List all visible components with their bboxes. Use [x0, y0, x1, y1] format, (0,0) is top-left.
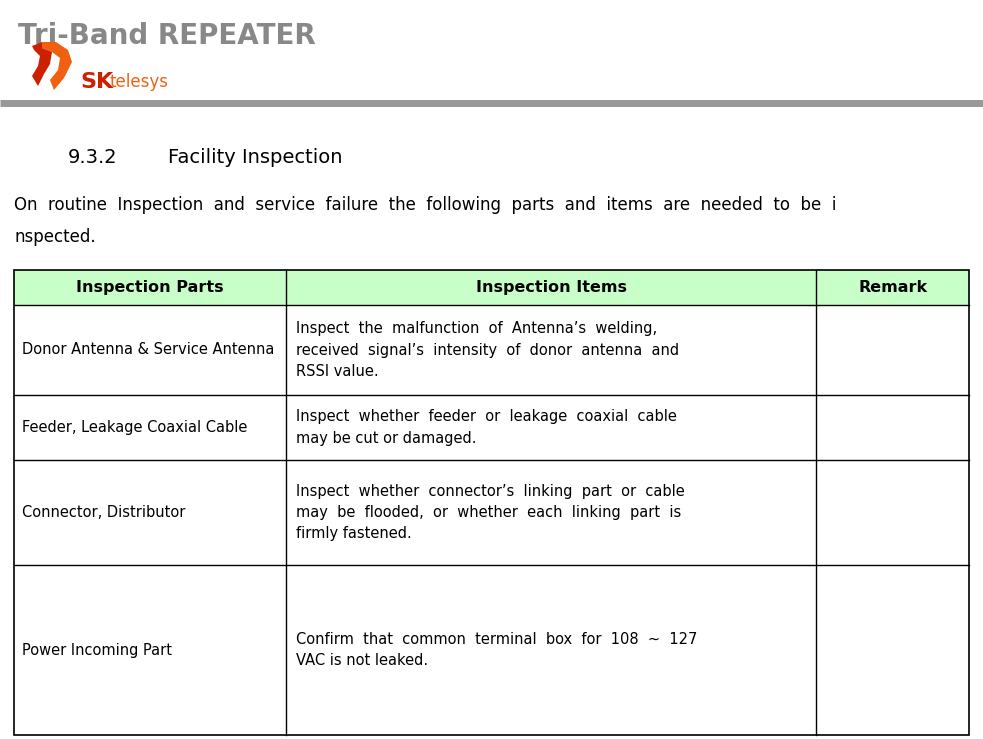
- Text: Tri-Band REPEATER: Tri-Band REPEATER: [18, 22, 316, 50]
- Text: Power Incoming Part: Power Incoming Part: [22, 642, 172, 658]
- Bar: [14, 270, 969, 735]
- Text: Connector, Distributor: Connector, Distributor: [22, 505, 186, 520]
- Text: Inspection Parts: Inspection Parts: [77, 280, 224, 295]
- Text: Inspect  the  malfunction  of  Antenna’s  welding,
received  signal’s  intensity: Inspect the malfunction of Antenna’s wel…: [296, 321, 679, 378]
- Text: Feeder, Leakage Coaxial Cable: Feeder, Leakage Coaxial Cable: [22, 420, 248, 435]
- Text: Remark: Remark: [858, 280, 927, 295]
- Text: SK: SK: [80, 72, 113, 92]
- Text: Inspect  whether  feeder  or  leakage  coaxial  cable
may be cut or damaged.: Inspect whether feeder or leakage coaxia…: [296, 409, 677, 446]
- Text: Facility Inspection: Facility Inspection: [168, 148, 342, 167]
- Text: On  routine  Inspection  and  service  failure  the  following  parts  and  item: On routine Inspection and service failur…: [14, 196, 837, 214]
- Text: Donor Antenna & Service Antenna: Donor Antenna & Service Antenna: [22, 342, 274, 358]
- Polygon shape: [32, 42, 52, 86]
- Text: Confirm  that  common  terminal  box  for  108  ~  127
VAC is not leaked.: Confirm that common terminal box for 108…: [296, 632, 698, 668]
- Text: nspected.: nspected.: [14, 228, 95, 246]
- Text: 9.3.2: 9.3.2: [68, 148, 118, 167]
- Text: Inspection Items: Inspection Items: [476, 280, 627, 295]
- Bar: [14, 270, 969, 305]
- Text: telesys: telesys: [110, 73, 169, 91]
- Polygon shape: [42, 42, 72, 90]
- Text: Inspect  whether  connector’s  linking  part  or  cable
may  be  flooded,  or  w: Inspect whether connector’s linking part…: [296, 484, 685, 541]
